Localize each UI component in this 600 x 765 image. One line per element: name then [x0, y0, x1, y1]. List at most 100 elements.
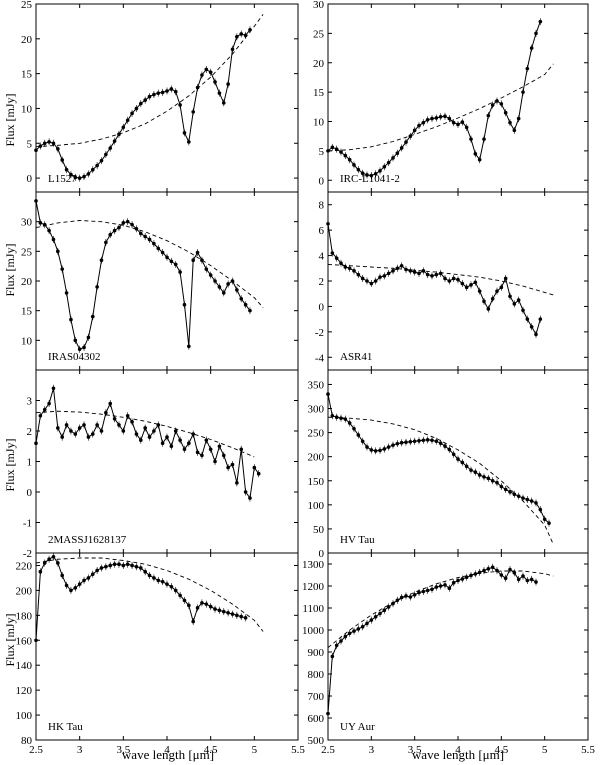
data-point	[99, 429, 104, 433]
data-point	[178, 270, 182, 274]
data-point	[378, 169, 382, 173]
data-point	[421, 438, 426, 443]
data-point	[434, 439, 439, 444]
y-tick-label: -2	[315, 327, 324, 339]
y-tick-label: 20	[313, 58, 325, 70]
data-point	[499, 484, 504, 489]
data-point	[117, 562, 121, 567]
data-point	[334, 643, 339, 648]
data-point	[77, 347, 82, 352]
data-point	[73, 432, 78, 436]
y-tick-label: 8	[319, 200, 325, 212]
data-point	[243, 490, 248, 494]
data-point	[464, 575, 469, 579]
data-point	[204, 267, 209, 271]
y-tick-label: 5	[319, 146, 325, 158]
data-point	[408, 595, 413, 599]
data-point	[187, 344, 191, 349]
data-point	[243, 302, 248, 307]
data-point	[430, 116, 434, 121]
data-point	[90, 432, 95, 436]
data-point	[438, 115, 443, 119]
data-point	[42, 141, 47, 146]
y-tick-label: 100	[308, 500, 325, 512]
data-point	[73, 175, 78, 180]
data-point	[213, 279, 217, 283]
data-point	[521, 496, 525, 500]
data-point	[334, 256, 339, 260]
data-point	[477, 289, 482, 293]
data-point	[139, 101, 143, 106]
y-tick-label: 25	[313, 28, 325, 40]
data-point	[165, 582, 169, 586]
data-point	[330, 251, 335, 255]
data-point	[490, 297, 495, 301]
y-tick-label: 0	[27, 487, 33, 499]
y-tick-label: 0	[319, 301, 325, 313]
y-tick-label: 350	[308, 379, 325, 391]
y-tick-label: -1	[23, 518, 32, 530]
data-point	[156, 423, 161, 427]
data-point	[235, 613, 239, 618]
x-tick-label: 4	[455, 744, 461, 756]
model-curve-6-0	[35, 557, 264, 632]
data-point	[378, 611, 382, 616]
data-point	[230, 612, 235, 616]
data-point	[534, 31, 538, 36]
data-point	[56, 561, 60, 565]
panel-3: -4 -2 0 2 4 6 8 ASR41	[315, 191, 589, 371]
data-point	[516, 577, 521, 582]
y-axis-label-left: Flux [mJy]	[3, 438, 17, 491]
data-point	[347, 266, 352, 271]
data-point	[503, 110, 508, 115]
data-point	[373, 615, 378, 619]
model-curve-3-0	[327, 264, 554, 296]
model-curve-7-0	[327, 570, 554, 648]
data-point	[469, 137, 473, 141]
data-point	[173, 588, 178, 593]
data-point	[38, 569, 43, 574]
data-point	[434, 272, 439, 277]
data-point	[451, 276, 456, 281]
data-point	[521, 574, 525, 578]
y-tick-label: 200	[308, 452, 325, 464]
y-axis-label-left: Flux [mJy]	[3, 93, 17, 146]
y-tick-label: 800	[308, 669, 325, 681]
data-point	[56, 147, 60, 151]
data-point	[42, 407, 47, 412]
data-point	[417, 438, 421, 443]
data-point	[343, 634, 348, 639]
data-point	[434, 585, 439, 589]
data-point	[60, 435, 64, 439]
data-point	[213, 80, 217, 84]
x-tick-label: 2.5	[29, 744, 43, 756]
data-point	[178, 103, 182, 107]
data-point	[125, 219, 130, 224]
y-tick-label: 100	[16, 710, 33, 722]
spectrum-line-0	[35, 29, 251, 179]
data-point	[360, 171, 365, 175]
panel-name: IRC-L1041-2	[340, 173, 400, 185]
data-point	[395, 266, 400, 271]
y-tick-label: 1300	[302, 559, 325, 571]
data-point	[90, 167, 95, 172]
data-point	[152, 92, 156, 97]
data-point	[365, 445, 369, 449]
data-point	[516, 298, 521, 302]
y-tick-label: 1000	[302, 625, 325, 637]
panel-frame	[327, 3, 589, 193]
x-tick-label: 3	[369, 744, 375, 756]
data-point	[191, 619, 195, 624]
data-point	[73, 338, 78, 343]
data-point	[125, 118, 130, 123]
data-point	[495, 568, 499, 573]
y-tick-label: 25	[21, 246, 33, 258]
data-point	[399, 595, 404, 600]
data-point	[456, 578, 460, 583]
data-point	[512, 128, 517, 133]
data-point	[235, 288, 239, 292]
data-point	[121, 563, 126, 568]
data-point	[508, 120, 512, 125]
model-curve-5-0	[327, 416, 554, 545]
data-point	[99, 258, 104, 263]
